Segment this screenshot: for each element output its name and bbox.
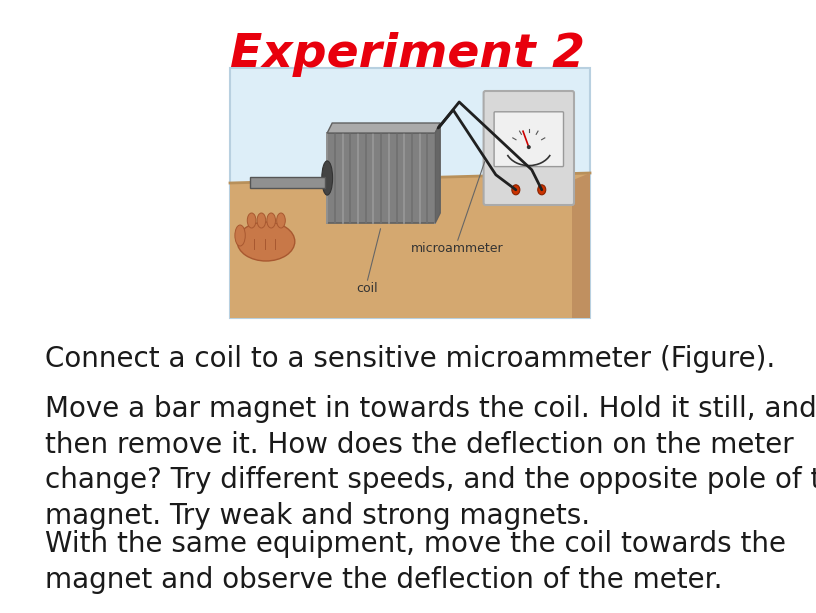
Ellipse shape [247, 213, 256, 228]
Polygon shape [230, 173, 590, 318]
Bar [250, 177, 326, 188]
Ellipse shape [527, 145, 530, 149]
Ellipse shape [512, 185, 520, 195]
Text: Connect a coil to a sensitive microammeter (Figure).: Connect a coil to a sensitive microammet… [45, 345, 775, 373]
Text: Move a bar magnet in towards the coil. Hold it still, and
then remove it. How do: Move a bar magnet in towards the coil. H… [45, 395, 816, 530]
Text: Experiment 2: Experiment 2 [230, 32, 586, 77]
Ellipse shape [257, 213, 266, 228]
FancyBboxPatch shape [494, 112, 564, 167]
Polygon shape [435, 123, 440, 223]
Text: coil: coil [356, 281, 378, 294]
Text: With the same equipment, move the coil towards the
magnet and observe the deflec: With the same equipment, move the coil t… [45, 530, 786, 594]
Bar [327, 133, 435, 223]
Ellipse shape [277, 213, 286, 228]
FancyBboxPatch shape [484, 91, 574, 205]
Ellipse shape [237, 222, 295, 261]
Ellipse shape [267, 213, 276, 228]
Ellipse shape [235, 225, 246, 246]
Ellipse shape [322, 161, 333, 195]
Polygon shape [327, 123, 440, 133]
Polygon shape [572, 173, 590, 318]
Ellipse shape [538, 185, 546, 195]
FancyBboxPatch shape [230, 68, 590, 318]
Text: microammeter: microammeter [410, 242, 503, 254]
